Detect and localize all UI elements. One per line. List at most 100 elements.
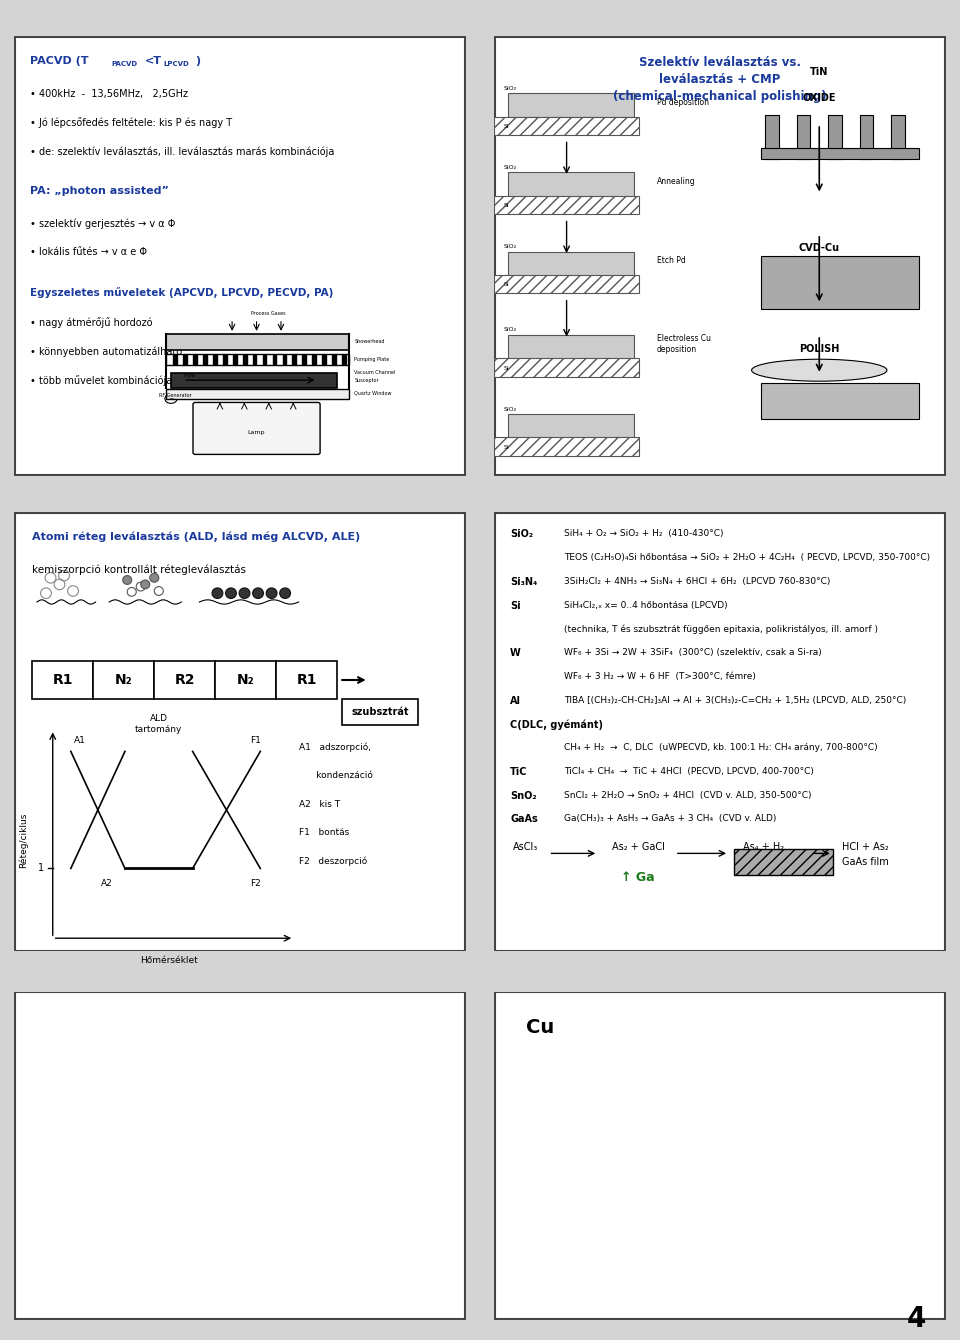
Text: R1: R1 (297, 673, 317, 687)
Bar (342, 355, 346, 364)
Text: 4: 4 (907, 1305, 926, 1333)
Text: A2: A2 (101, 879, 112, 888)
FancyBboxPatch shape (166, 354, 349, 366)
Circle shape (226, 588, 236, 599)
Text: CVD-Cu: CVD-Cu (799, 243, 840, 253)
Text: TIBA [(CH₃)₂-CH-CH₂]₃Al → Al + 3(CH₃)₂-C=CH₂ + 1,5H₂ (LPCVD, ALD, 250°C): TIBA [(CH₃)₂-CH-CH₂]₃Al → Al + 3(CH₃)₂-C… (564, 695, 906, 705)
Text: POLISH: POLISH (799, 344, 839, 354)
Circle shape (239, 588, 250, 599)
FancyBboxPatch shape (494, 196, 638, 214)
Text: R2: R2 (175, 673, 195, 687)
Text: F2   deszorpció: F2 deszorpció (299, 856, 367, 867)
Text: SiO₂: SiO₂ (503, 327, 516, 332)
Text: SnCl₂ + 2H₂O → SnO₂ + 4HCl  (CVD v. ALD, 350-500°C): SnCl₂ + 2H₂O → SnO₂ + 4HCl (CVD v. ALD, … (564, 791, 812, 800)
Text: Susceptor: Susceptor (354, 378, 379, 383)
Text: Cu: Cu (526, 1018, 554, 1037)
FancyBboxPatch shape (166, 390, 349, 399)
FancyBboxPatch shape (494, 358, 638, 377)
Text: OXIDE: OXIDE (803, 94, 836, 103)
Text: GaAs: GaAs (510, 815, 538, 824)
Text: SiO₂: SiO₂ (503, 244, 516, 249)
Circle shape (141, 580, 150, 588)
FancyBboxPatch shape (860, 115, 874, 159)
Text: A2   kis T: A2 kis T (299, 800, 340, 809)
Text: Ga(CH₃)₃ + AsH₃ → GaAs + 3 CH₄  (CVD v. ALD): Ga(CH₃)₃ + AsH₃ → GaAs + 3 CH₄ (CVD v. A… (564, 815, 777, 823)
FancyBboxPatch shape (765, 115, 779, 159)
Text: Szelektív leválasztás vs.
leválasztás + CMP
(chemical-mechanical polishing): Szelektív leválasztás vs. leválasztás + … (613, 56, 827, 103)
Text: F2: F2 (251, 879, 261, 888)
FancyBboxPatch shape (33, 662, 93, 698)
Circle shape (266, 588, 277, 599)
Text: TEOS (C₂H₅O)₄Si hőbontása → SiO₂ + 2H₂O + 4C₂H₄  ( PECVD, LPCVD, 350-700°C): TEOS (C₂H₅O)₄Si hőbontása → SiO₂ + 2H₂O … (564, 553, 930, 563)
Text: Pumping Plate: Pumping Plate (354, 358, 390, 362)
Text: RF Generator: RF Generator (158, 393, 192, 398)
Text: C(DLC, gyémánt): C(DLC, gyémánt) (510, 720, 603, 730)
Circle shape (212, 588, 223, 599)
Text: • könnyebben automatizálható: • könnyebben automatizálható (30, 346, 182, 356)
Text: PACVD: PACVD (111, 62, 137, 67)
Bar (332, 355, 336, 364)
FancyBboxPatch shape (760, 383, 919, 418)
Text: • nagy átmérőjű hordozó: • nagy átmérőjű hordozó (30, 318, 153, 328)
FancyBboxPatch shape (760, 256, 919, 308)
Text: ~: ~ (168, 395, 174, 402)
FancyBboxPatch shape (495, 992, 945, 1320)
Text: As₂ + GaCl: As₂ + GaCl (612, 843, 664, 852)
Bar (223, 355, 227, 364)
Text: Réteg/ciklus: Réteg/ciklus (18, 813, 28, 868)
Text: Si₃N₄: Si₃N₄ (510, 578, 538, 587)
Text: TiCl₄ + CH₄  →  TiC + 4HCl  (PECVD, LPCVD, 400-700°C): TiCl₄ + CH₄ → TiC + 4HCl (PECVD, LPCVD, … (564, 766, 814, 776)
Text: Electroless Cu
deposition: Electroless Cu deposition (657, 334, 710, 354)
FancyBboxPatch shape (193, 402, 320, 454)
FancyBboxPatch shape (494, 117, 638, 135)
FancyBboxPatch shape (495, 513, 945, 950)
Text: Al: Al (510, 695, 521, 706)
Text: Si: Si (503, 123, 509, 129)
Text: GaAs film: GaAs film (842, 858, 889, 867)
FancyBboxPatch shape (15, 38, 465, 474)
Text: Si: Si (503, 202, 509, 208)
Text: Hőmérséklet: Hőmérséklet (140, 955, 198, 965)
Text: • lokális fűtés → v α e Φ: • lokális fűtés → v α e Φ (30, 247, 147, 257)
Text: TiN: TiN (810, 67, 828, 76)
Text: Annealing: Annealing (657, 177, 695, 186)
FancyBboxPatch shape (508, 414, 635, 438)
Text: Egyszeletes műveletek (APCVD, LPCVD, PECVD, PA): Egyszeletes műveletek (APCVD, LPCVD, PEC… (30, 287, 333, 297)
Text: Si: Si (510, 600, 521, 611)
FancyBboxPatch shape (166, 334, 349, 351)
Text: SiO₂: SiO₂ (503, 165, 516, 170)
Circle shape (279, 588, 291, 599)
Text: szubsztrát: szubsztrát (351, 708, 409, 717)
Text: A1: A1 (74, 736, 85, 745)
Text: N₂: N₂ (237, 673, 254, 687)
Text: Etch Pd: Etch Pd (657, 256, 685, 265)
FancyBboxPatch shape (494, 275, 638, 293)
Text: Showerhead: Showerhead (354, 339, 385, 343)
Bar (213, 355, 217, 364)
Bar (183, 355, 187, 364)
FancyBboxPatch shape (276, 662, 337, 698)
Text: ALD
tartomány: ALD tartomány (135, 714, 182, 734)
Text: N₂: N₂ (115, 673, 132, 687)
FancyBboxPatch shape (342, 698, 419, 725)
FancyBboxPatch shape (508, 335, 635, 359)
Text: • több művelet kombinációja: • több művelet kombinációja (30, 375, 173, 386)
Text: 3SiH₂Cl₂ + 4NH₃ → Si₃N₄ + 6HCl + 6H₂  (LPCVD 760-830°C): 3SiH₂Cl₂ + 4NH₃ → Si₃N₄ + 6HCl + 6H₂ (LP… (564, 578, 830, 586)
Text: PA: „photon assisted”: PA: „photon assisted” (30, 186, 169, 196)
FancyBboxPatch shape (171, 373, 337, 387)
Text: LPCVD: LPCVD (163, 62, 189, 67)
Bar (174, 355, 177, 364)
Text: A1   adszorpció,: A1 adszorpció, (299, 742, 371, 752)
Text: • Jó lépcsőfedés feltétele: kis P és nagy T: • Jó lépcsőfedés feltétele: kis P és nag… (30, 118, 232, 129)
Bar (323, 355, 325, 364)
Text: AsCl₃: AsCl₃ (513, 843, 538, 852)
Circle shape (150, 574, 158, 582)
Text: R1: R1 (53, 673, 73, 687)
FancyBboxPatch shape (15, 513, 465, 950)
Text: 1: 1 (38, 863, 44, 874)
Text: PACVD (T: PACVD (T (30, 56, 88, 66)
FancyBboxPatch shape (797, 115, 810, 159)
Bar (243, 355, 247, 364)
Text: WF₆ + 3 H₂ → W + 6 HF  (T>300°C, fémre): WF₆ + 3 H₂ → W + 6 HF (T>300°C, fémre) (564, 671, 756, 681)
Text: ): ) (195, 56, 200, 66)
